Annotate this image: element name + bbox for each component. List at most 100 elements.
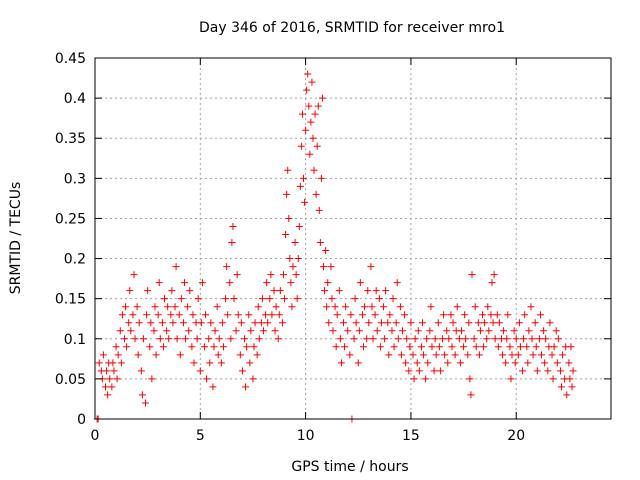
x-tick-label: 0 <box>91 428 100 444</box>
data-point <box>336 335 344 343</box>
data-point <box>508 351 516 359</box>
data-point <box>218 319 226 327</box>
data-point <box>205 335 213 343</box>
data-point <box>275 311 283 319</box>
data-point <box>189 311 197 319</box>
data-point <box>453 303 461 311</box>
data-point <box>127 327 135 335</box>
data-point <box>286 255 294 263</box>
data-point <box>236 351 244 359</box>
data-point <box>223 263 231 271</box>
data-point <box>351 295 359 303</box>
data-point <box>556 367 564 375</box>
data-point <box>489 319 497 327</box>
data-point <box>532 343 540 351</box>
data-point <box>420 351 428 359</box>
data-point <box>182 335 190 343</box>
data-point <box>519 367 527 375</box>
data-point <box>131 335 139 343</box>
data-point <box>151 303 159 311</box>
data-point <box>396 303 404 311</box>
data-point <box>209 383 217 391</box>
y-axis-label: SRMTID / TECUs <box>8 182 24 295</box>
data-point <box>245 311 253 319</box>
data-point <box>542 335 550 343</box>
data-point <box>440 311 448 319</box>
data-point <box>405 367 413 375</box>
data-point <box>515 319 523 327</box>
data-point <box>283 190 291 198</box>
data-point <box>368 303 376 311</box>
data-point <box>193 335 201 343</box>
data-point <box>443 327 451 335</box>
data-point <box>414 327 422 335</box>
data-point <box>350 335 358 343</box>
data-point <box>305 102 313 110</box>
data-point <box>217 359 225 367</box>
data-point <box>365 319 373 327</box>
data-point <box>449 319 457 327</box>
data-point <box>439 335 447 343</box>
x-tick-label: 15 <box>402 428 420 444</box>
data-point <box>126 287 134 295</box>
data-point <box>325 319 333 327</box>
data-point <box>295 222 303 230</box>
data-point <box>301 198 309 206</box>
data-point <box>309 134 317 142</box>
data-point <box>272 303 280 311</box>
data-point <box>432 351 440 359</box>
data-point <box>296 182 304 190</box>
data-point <box>312 190 320 198</box>
data-point <box>320 263 328 271</box>
data-point <box>323 303 331 311</box>
data-point <box>184 303 192 311</box>
data-point <box>536 311 544 319</box>
data-point <box>147 319 155 327</box>
data-point <box>270 287 278 295</box>
data-point <box>460 343 468 351</box>
data-point <box>137 367 145 375</box>
y-tick-label: 0.05 <box>55 372 86 388</box>
data-point <box>333 311 341 319</box>
data-point <box>533 367 541 375</box>
data-point <box>568 383 576 391</box>
data-point <box>163 327 171 335</box>
data-point <box>230 295 238 303</box>
data-point <box>494 343 502 351</box>
data-point <box>222 295 230 303</box>
data-point <box>341 343 349 351</box>
data-point <box>211 327 219 335</box>
data-point <box>232 327 240 335</box>
data-point <box>337 359 345 367</box>
data-point <box>363 335 371 343</box>
data-point <box>483 335 491 343</box>
data-point <box>552 327 560 335</box>
data-point <box>332 343 340 351</box>
data-point <box>285 214 293 222</box>
data-point <box>436 367 444 375</box>
data-point <box>392 319 400 327</box>
data-point <box>161 295 169 303</box>
data-point <box>279 271 287 279</box>
data-point <box>292 271 300 279</box>
data-point <box>253 351 261 359</box>
data-point <box>207 319 215 327</box>
data-point <box>500 327 508 335</box>
data-point <box>448 343 456 351</box>
data-point <box>403 335 411 343</box>
data-point <box>484 303 492 311</box>
data-point <box>514 351 522 359</box>
data-point <box>201 343 209 351</box>
data-point <box>102 383 110 391</box>
data-point <box>527 303 535 311</box>
data-point <box>493 311 501 319</box>
data-point <box>177 295 185 303</box>
x-tick-label: 20 <box>507 428 525 444</box>
data-point <box>129 311 137 319</box>
data-point <box>109 359 117 367</box>
data-point <box>318 94 326 102</box>
data-point <box>250 343 258 351</box>
data-point <box>152 351 160 359</box>
data-point <box>415 367 423 375</box>
data-point <box>171 303 179 311</box>
